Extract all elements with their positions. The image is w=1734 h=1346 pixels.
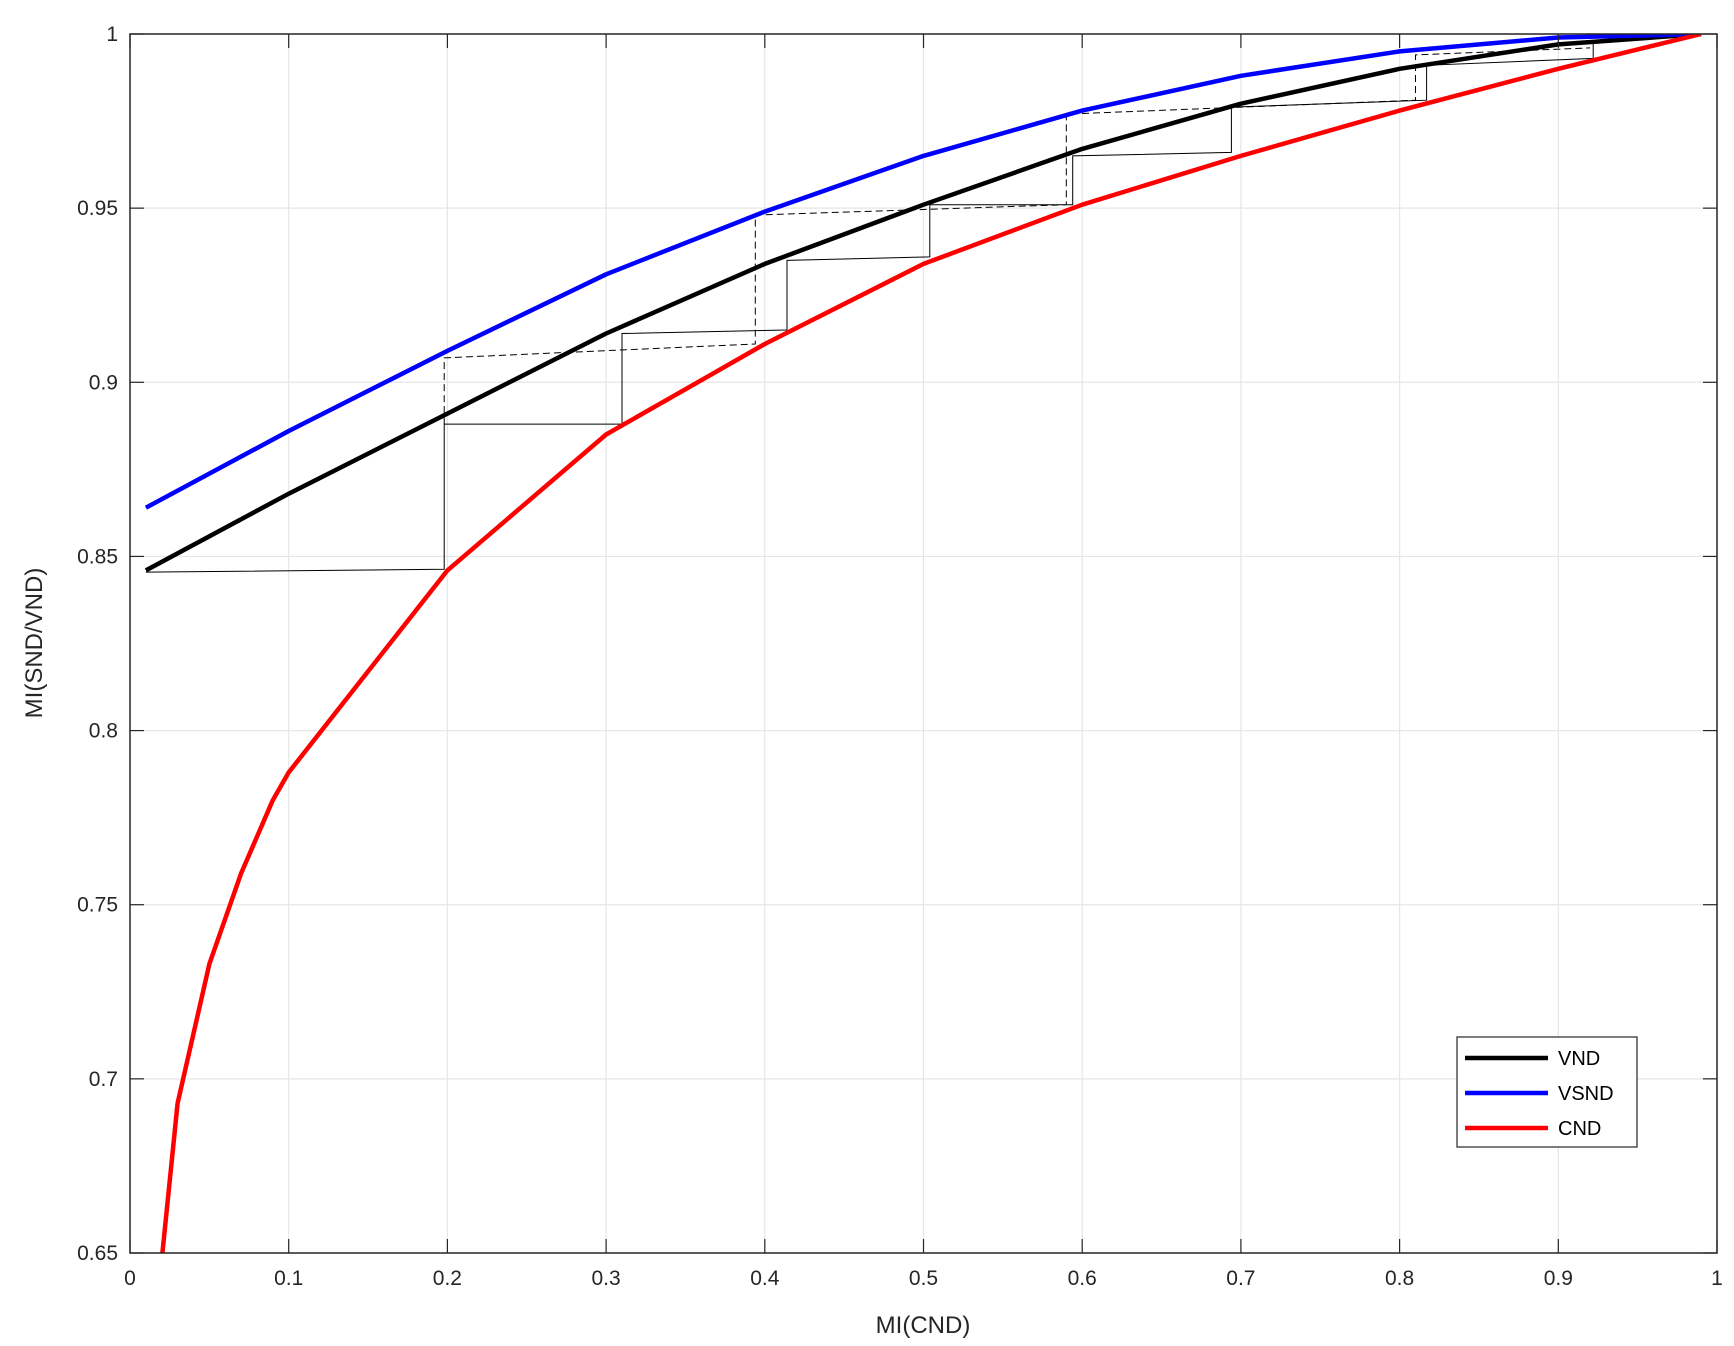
y-tick-label: 0.85 (77, 545, 118, 568)
legend-label-vnd: VND (1558, 1048, 1600, 1070)
x-tick-label: 0.8 (1385, 1267, 1414, 1290)
x-tick-label: 0.9 (1544, 1267, 1573, 1290)
legend: VND VSND CND (1456, 1036, 1638, 1148)
solid-staircase-path (145, 41, 1594, 573)
x-tick-label: 0.3 (591, 1267, 620, 1290)
y-tick-label: 0.65 (77, 1242, 118, 1265)
y-tick-label: 0.95 (77, 197, 118, 220)
series-lines (144, 34, 1702, 1253)
x-tick-label: 0.4 (750, 1267, 780, 1290)
legend-label-cnd: CND (1558, 1118, 1601, 1140)
x-axis-label: MI(CND) (876, 1312, 971, 1339)
x-tick-labels: 0 0.1 0.2 0.3 0.4 0.5 0.6 0.7 0.8 0.9 1 (124, 1267, 1723, 1290)
x-tick-label: 0.2 (433, 1267, 462, 1290)
y-tick-label: 0.75 (77, 894, 118, 917)
axis-ticks (129, 33, 1718, 1254)
y-tick-label: 0.9 (89, 371, 118, 394)
x-tick-label: 0 (124, 1267, 136, 1290)
y-tick-label: 1 (106, 23, 118, 46)
series-line-cnd (160, 34, 1702, 1253)
y-tick-labels: 0.65 0.7 0.75 0.8 0.85 0.9 0.95 1 (77, 23, 118, 1265)
series-line-vnd (144, 34, 1702, 573)
y-tick-label: 0.7 (89, 1068, 118, 1091)
series-line-vsnd (144, 34, 1702, 510)
staircase-annotations (145, 41, 1594, 573)
dashed-staircase-path (443, 47, 1591, 425)
x-tick-label: 1 (1711, 1267, 1723, 1290)
y-tick-label: 0.8 (89, 720, 118, 743)
y-axis-label: MI(SND/VND) (21, 568, 48, 719)
x-tick-label: 0.5 (909, 1267, 938, 1290)
x-tick-label: 0.7 (1226, 1267, 1255, 1290)
x-tick-label: 0.1 (274, 1267, 303, 1290)
legend-label-vsnd: VSND (1558, 1083, 1614, 1105)
x-tick-label: 0.6 (1068, 1267, 1097, 1290)
